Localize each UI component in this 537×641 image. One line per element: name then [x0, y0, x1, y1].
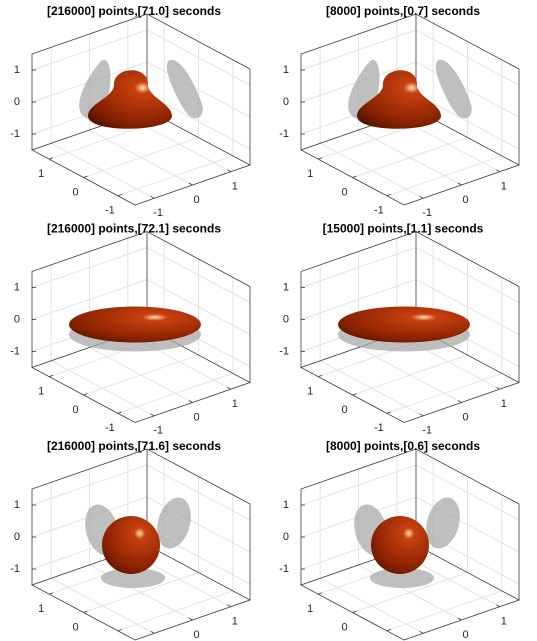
- tick-mark: [151, 631, 155, 633]
- tick-mark: [420, 196, 424, 198]
- tick-mark: [151, 414, 155, 416]
- y-tick-label: -1: [374, 422, 384, 434]
- panel: [8000] points,[0.7] seconds -1 0 1 -1 0 1 -1 0 1: [279, 4, 519, 219]
- panel-title: [15000] points,[1.1] seconds: [323, 222, 484, 236]
- x-tick-label: 1: [232, 616, 238, 628]
- panel-title: [216000] points,[71.0] seconds: [47, 4, 221, 18]
- tick-mark: [496, 387, 500, 389]
- panel-title: [216000] points,[72.1] seconds: [47, 222, 221, 236]
- x-tick-label: 0: [462, 629, 468, 641]
- z-tick-label: -1: [10, 563, 20, 575]
- z-tick-label: 1: [14, 499, 20, 511]
- y-tick-label: 0: [72, 621, 78, 633]
- y-tick-label: 0: [72, 186, 78, 198]
- z-tick-label: 1: [283, 281, 289, 293]
- tick-mark: [458, 183, 462, 185]
- z-tick-label: -1: [10, 128, 20, 140]
- tick-mark: [151, 196, 155, 198]
- panel-title: [216000] points,[71.6] seconds: [47, 439, 221, 453]
- tick-mark: [227, 170, 231, 172]
- tick-mark: [496, 170, 500, 172]
- panel: [216000] points,[72.1] seconds -1 0 1 -1 0 1 -1…: [10, 222, 250, 437]
- panel: [216000] points,[71.0] seconds -1 0 1 -1 0 1 -1…: [10, 4, 250, 219]
- z-tick-label: 0: [14, 96, 20, 108]
- y-tick-label: 1: [38, 603, 44, 615]
- panel: [216000] points,[71.6] seconds-101-101-1…: [10, 439, 250, 641]
- y-tick-label: 0: [72, 404, 78, 416]
- y-tick-label: 0: [341, 186, 347, 198]
- x-tick-label: -1: [153, 425, 163, 437]
- isosurface: [69, 307, 201, 343]
- x-tick-label: 0: [193, 411, 199, 423]
- x-tick-label: 1: [232, 181, 238, 193]
- z-tick-label: 1: [14, 281, 20, 293]
- grid-line: [301, 465, 519, 520]
- tick-mark: [496, 605, 500, 607]
- z-tick-label: 0: [283, 96, 289, 108]
- x-tick-label: 1: [501, 616, 507, 628]
- tick-mark: [227, 387, 231, 389]
- y-tick-label: 0: [341, 621, 347, 633]
- y-tick-label: 0: [341, 404, 347, 416]
- z-tick-label: 1: [283, 499, 289, 511]
- y-tick-label: 1: [307, 168, 313, 180]
- y-tick-label: 1: [38, 386, 44, 398]
- tick-mark: [420, 631, 424, 633]
- x-tick-label: 1: [501, 181, 507, 193]
- z-tick-label: -1: [279, 563, 289, 575]
- y-tick-label: -1: [105, 205, 115, 217]
- tick-mark: [458, 401, 462, 403]
- z-tick-label: 1: [283, 64, 289, 76]
- z-tick-label: -1: [279, 345, 289, 357]
- z-tick-label: 0: [14, 313, 20, 325]
- x-tick-label: 1: [501, 398, 507, 410]
- y-tick-label: 1: [307, 386, 313, 398]
- tick-mark: [189, 401, 193, 403]
- x-tick-label: -1: [422, 425, 432, 437]
- panel: [8000] points,[0.6] seconds-101-101-101: [279, 439, 519, 641]
- tick-mark: [189, 618, 193, 620]
- y-tick-label: 1: [38, 168, 44, 180]
- x-tick-label: 0: [193, 629, 199, 641]
- x-tick-label: -1: [422, 207, 432, 219]
- figure: [216000] points,[71.0] seconds -1 0 1 -1 0 1 -1…: [0, 0, 537, 641]
- x-tick-label: 0: [193, 194, 199, 206]
- y-tick-label: 1: [307, 603, 313, 615]
- panel-title: [8000] points,[0.6] seconds: [326, 439, 480, 453]
- tick-mark: [420, 414, 424, 416]
- isosurface: [338, 307, 470, 343]
- grid-line: [32, 465, 250, 520]
- x-tick-label: 0: [462, 411, 468, 423]
- z-tick-label: 0: [283, 531, 289, 543]
- x-tick-label: 1: [232, 398, 238, 410]
- panel-title: [8000] points,[0.7] seconds: [326, 4, 480, 18]
- z-tick-label: -1: [279, 128, 289, 140]
- tick-mark: [458, 618, 462, 620]
- tick-mark: [227, 605, 231, 607]
- y-tick-label: -1: [105, 422, 115, 434]
- grid-line: [301, 248, 519, 303]
- x-tick-label: -1: [153, 207, 163, 219]
- panel: [15000] points,[1.1] seconds -1 0 1 -1 0 1 -1 0 1: [279, 222, 519, 437]
- z-tick-label: 0: [283, 313, 289, 325]
- z-tick-label: 0: [14, 531, 20, 543]
- y-tick-label: -1: [374, 205, 384, 217]
- isosurface: [102, 516, 160, 574]
- grid-line: [32, 248, 250, 303]
- z-tick-label: -1: [10, 345, 20, 357]
- x-tick-label: 0: [462, 194, 468, 206]
- tick-mark: [189, 183, 193, 185]
- z-tick-label: 1: [14, 64, 20, 76]
- isosurface: [371, 516, 429, 574]
